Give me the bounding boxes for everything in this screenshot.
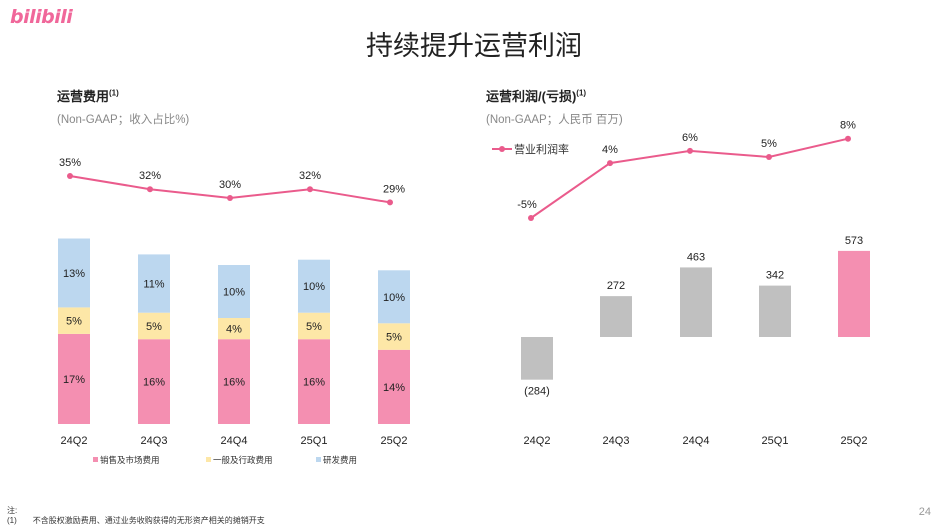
op-profit-bar-24Q3 [600,296,632,337]
opex-ratio-label-24Q3: 32% [139,170,161,182]
opex-bar-销售及市场费用-25Q2 [378,349,410,424]
op-margin-point-25Q2 [845,135,851,142]
op-profit-bar-25Q1 [759,285,791,337]
opex-legend-swatch-研发费用 [316,457,321,462]
opex-legend-swatch-一般及行政费用 [206,457,211,462]
opex-bar-销售及市场费用-24Q3 [138,339,170,424]
opex-bar-一般及行政费用-25Q2 [378,323,410,350]
opex-bar-label-研发费用-25Q2: 10% [383,292,405,304]
footnote-marker: (1) [7,516,17,525]
opex-ratio-point-25Q2 [387,199,393,206]
opex-bar-label-一般及行政费用-24Q3: 5% [146,321,162,333]
opex-ratio-label-24Q4: 30% [219,179,241,191]
opex-bar-label-一般及行政费用-24Q2: 5% [66,316,82,328]
op-margin-label-24Q2: -5% [517,199,537,211]
opex-x-tick-24Q2: 24Q2 [61,435,88,447]
op-profit-bar-25Q2 [838,250,870,337]
op-profit-bar-24Q2 [521,337,553,380]
opex-bar-label-研发费用-24Q2: 13% [63,268,85,280]
op-margin-point-24Q3 [607,160,613,167]
opex-bar-label-一般及行政费用-25Q1: 5% [306,321,322,333]
opex-x-tick-25Q1: 25Q1 [301,435,328,447]
op-profit-x-tick-24Q2: 24Q2 [524,435,551,447]
op-profit-value-25Q2: 573 [845,235,863,247]
opex-bar-label-销售及市场费用-24Q2: 17% [63,374,85,386]
opex-chart-title: 运营费用(1) [57,86,119,105]
op-margin-legend-label: 营业利润率 [514,142,569,156]
opex-bar-研发费用-24Q2 [58,238,90,308]
opex-bar-销售及市场费用-25Q1 [298,339,330,424]
op-margin-legend-marker [499,146,505,152]
op-margin-point-24Q4 [687,147,693,154]
bilibili-logo: bilibili [10,6,73,28]
opex-ratio-point-24Q3 [147,186,153,193]
op-margin-label-24Q3: 4% [602,144,618,156]
op-profit-x-tick-24Q4: 24Q4 [683,435,710,447]
opex-bar-一般及行政费用-25Q1 [298,312,330,340]
op-profit-value-24Q3: 272 [607,280,625,292]
op-profit-x-tick-25Q2: 25Q2 [841,435,868,447]
footnote: 注: (1) 不含股权激励费用、通过业务收购获得的无形资产相关的摊销开支 [7,506,265,526]
footnote-line: (1) 不含股权激励费用、通过业务收购获得的无形资产相关的摊销开支 [7,516,265,526]
opex-ratio-label-25Q1: 32% [299,170,321,182]
opex-bar-研发费用-25Q2 [378,270,410,324]
opex-bar-销售及市场费用-24Q2 [58,333,90,424]
opex-legend-swatch-销售及市场费用 [93,457,98,462]
opex-bar-一般及行政费用-24Q3 [138,312,170,340]
op-profit-x-tick-25Q1: 25Q1 [762,435,789,447]
op-profit-title-footnote-marker: (1) [576,88,587,98]
opex-bar-label-一般及行政费用-24Q4: 4% [226,324,242,336]
opex-bar-label-销售及市场费用-25Q2: 14% [383,382,405,394]
opex-bar-label-销售及市场费用-24Q3: 16% [143,377,165,389]
opex-ratio-label-25Q2: 29% [383,183,405,195]
opex-bar-label-研发费用-24Q4: 10% [223,287,245,299]
op-profit-value-24Q2: (284) [524,386,550,398]
opex-bar-label-销售及市场费用-24Q4: 16% [223,377,245,389]
opex-ratio-point-24Q4 [227,195,233,201]
op-margin-label-25Q1: 5% [761,138,777,150]
opex-x-tick-25Q2: 25Q2 [381,435,408,447]
op-profit-value-25Q1: 342 [766,270,784,282]
op-profit-bar-24Q4 [680,267,712,337]
opex-bar-研发费用-24Q3 [138,254,170,313]
opex-bar-label-研发费用-24Q3: 11% [143,279,164,291]
page-number: 24 [918,506,931,518]
opex-title-footnote-marker: (1) [109,88,119,98]
op-margin-label-25Q2: 8% [840,120,856,132]
opex-x-tick-24Q4: 24Q4 [221,435,248,447]
op-margin-point-25Q1 [766,154,772,160]
op-profit-x-tick-24Q3: 24Q3 [603,435,630,447]
opex-bar-研发费用-24Q4 [218,265,250,318]
opex-chart-subtitle: (Non-GAAP；收入占比%) [57,114,190,126]
opex-ratio-point-24Q2 [67,173,73,179]
opex-bar-label-一般及行政费用-25Q2: 5% [386,332,402,344]
op-margin-label-24Q4: 6% [682,132,698,144]
opex-bar-研发费用-25Q1 [298,259,330,313]
opex-legend-label-研发费用: 研发费用 [323,455,357,465]
op-profit-chart-title: 运营利润/(亏损)(1) [486,86,586,105]
opex-legend-label-销售及市场费用: 销售及市场费用 [100,455,160,465]
opex-ratio-label-24Q2: 35% [59,157,81,169]
op-profit-chart-subtitle: (Non-GAAP；人民币 百万) [486,114,623,126]
op-margin-point-24Q2 [528,215,534,221]
opex-bar-label-研发费用-25Q1: 10% [303,281,325,293]
opex-x-tick-24Q3: 24Q3 [141,435,168,447]
opex-bar-label-销售及市场费用-25Q1: 16% [303,377,325,389]
footnote-label: 注: [7,506,18,515]
opex-ratio-point-25Q1 [307,186,313,193]
footnote-text: 不含股权激励费用、通过业务收购获得的无形资产相关的摊销开支 [32,516,265,525]
opex-bar-一般及行政费用-24Q2 [58,307,90,334]
opex-bar-销售及市场费用-24Q4 [218,339,250,424]
page-title: 持续提升运营利润 [366,31,582,61]
op-profit-title-text: 运营利润/(亏损) [486,89,577,104]
opex-bar-一般及行政费用-24Q4 [218,318,250,340]
op-profit-value-24Q4: 463 [687,251,705,263]
opex-title-text: 运营费用 [57,89,110,104]
opex-legend-label-一般及行政费用: 一般及行政费用 [213,455,273,465]
